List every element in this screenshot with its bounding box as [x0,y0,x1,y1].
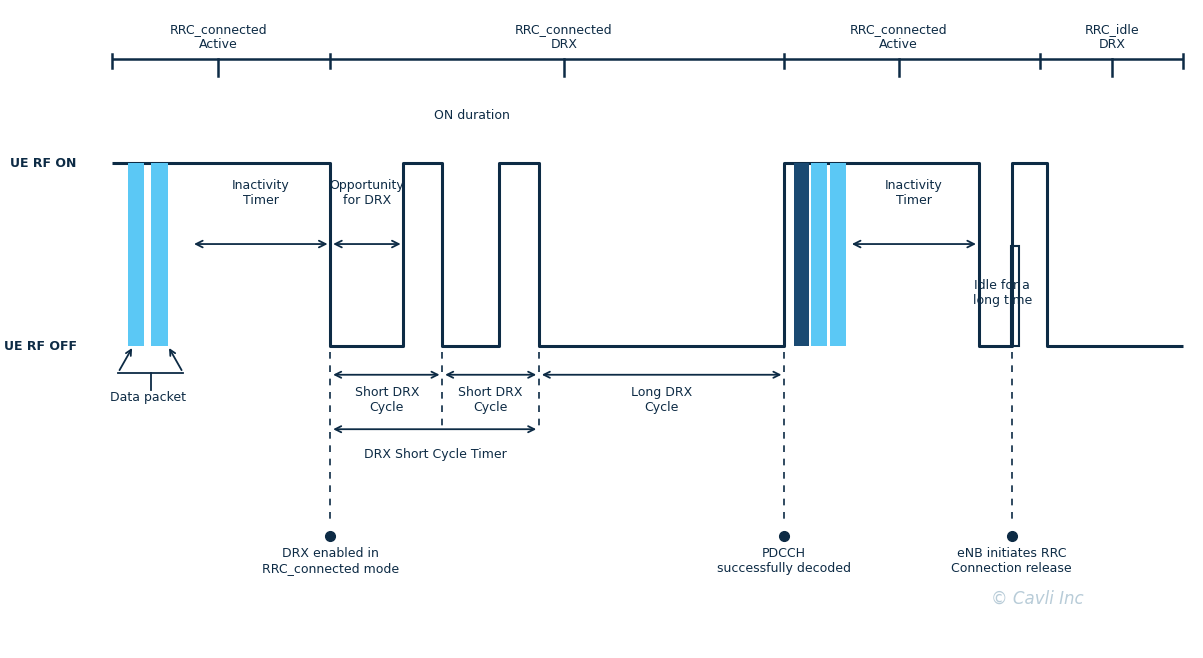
Text: DRX enabled in
RRC_connected mode: DRX enabled in RRC_connected mode [262,547,399,575]
Text: © Cavli Inc: © Cavli Inc [991,590,1084,608]
Bar [811,163,826,346]
Text: RRC_connected
Active: RRC_connected Active [849,23,948,51]
Text: RRC_idle
DRX: RRC_idle DRX [1085,23,1139,51]
Text: Inactivity
Timer: Inactivity Timer [885,179,943,207]
Bar [128,163,144,346]
Text: Short DRX
Cycle: Short DRX Cycle [355,386,419,414]
Text: Idle for a
long time: Idle for a long time [973,279,1032,307]
Text: Data packet: Data packet [109,391,185,404]
Text: Opportunity
for DRX: Opportunity for DRX [330,179,404,207]
Bar [152,163,167,346]
Text: eNB initiates RRC
Connection release: eNB initiates RRC Connection release [952,547,1072,575]
Bar [1012,163,1047,346]
Text: UE RF ON: UE RF ON [11,157,77,170]
Text: Long DRX
Cycle: Long DRX Cycle [632,386,692,414]
Text: RRC_connected
Active: RRC_connected Active [170,23,267,51]
Bar [403,163,443,346]
Text: UE RF OFF: UE RF OFF [4,340,77,353]
Bar [794,163,808,346]
Text: Short DRX
Cycle: Short DRX Cycle [458,386,523,414]
Text: Inactivity
Timer: Inactivity Timer [232,179,290,207]
Bar [112,163,331,346]
Bar [1011,246,1019,346]
Text: DRX Short Cycle Timer: DRX Short Cycle Timer [363,447,506,461]
Text: RRC_connected
DRX: RRC_connected DRX [515,23,612,51]
Text: ON duration: ON duration [434,109,510,122]
Text: PDCCH
successfully decoded: PDCCH successfully decoded [717,547,852,575]
Bar [499,163,539,346]
Bar [830,163,846,346]
Bar [784,163,979,346]
